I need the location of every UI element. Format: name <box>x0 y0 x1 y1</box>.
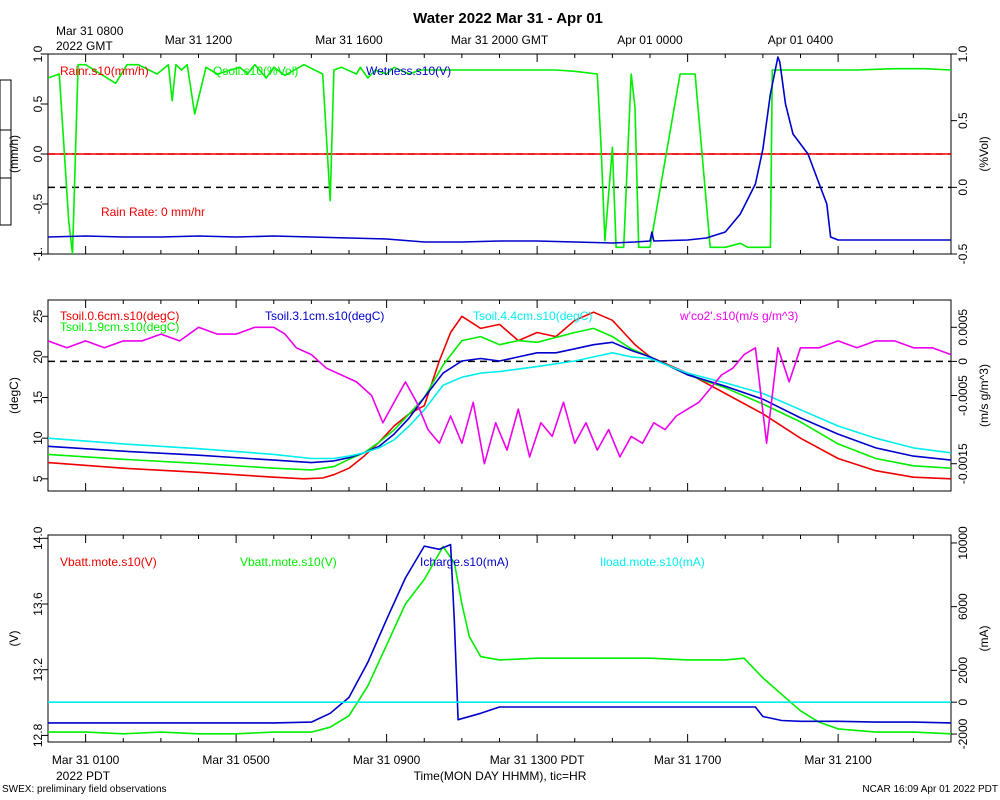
legend-item: Vbatt.mote.s10(V) <box>60 555 157 569</box>
y-right-tick-label: 0 <box>956 358 970 365</box>
bottom-axis-origin-line2: 2022 PDT <box>56 769 111 783</box>
x-axis-label: Time(MON DAY HHMM), tic=HR <box>414 769 587 783</box>
legend-item: Vbatt.mote.s10(V) <box>240 555 337 569</box>
series-line <box>48 63 951 254</box>
y-right-tick-label: -0.0015 <box>956 443 970 484</box>
y-right-tick-label: 0.0005 <box>956 309 970 346</box>
series-line <box>48 56 951 244</box>
series-line <box>48 311 951 480</box>
bottom-axis-tick-label: Mar 31 2100 <box>804 753 872 767</box>
y-right-tick-label: 2000 <box>956 657 970 684</box>
y-left-tick-label: 14.0 <box>31 526 45 550</box>
panel-power: 14.0 13.6 13.2 12.8 10000 6000 2000 0 -2000 (V) (m… <box>7 526 991 749</box>
rain-rate-annotation: Rain Rate: 0 mm/hr <box>101 205 205 219</box>
legend-item: Tsoil.3.1cm.s10(degC) <box>265 309 384 323</box>
y-left-tick-label: 0.0 <box>31 145 45 162</box>
legend-item: Wetness.s10(V) <box>366 64 451 78</box>
y-right-label: (m/s g/m^3) <box>977 364 991 427</box>
y-right-tick-label: 0.5 <box>956 112 970 129</box>
y-left-tick-label: 10 <box>31 431 45 445</box>
bottom-axis-tick-label: Mar 31 0900 <box>353 753 421 767</box>
series-line <box>48 341 951 464</box>
top-axis-origin-line2: 2022 GMT <box>56 39 113 53</box>
y-right-tick-label: 0 <box>956 699 970 706</box>
y-left-tick-label: 0.5 <box>31 95 45 112</box>
y-left-tick-label: -1. <box>31 247 45 261</box>
top-axis-tick-label: Mar 31 1200 <box>165 33 233 47</box>
chart-title: Water 2022 Mar 31 - Apr 01 <box>413 10 603 27</box>
top-axis-tick-label: Mar 31 1600 <box>315 33 383 47</box>
panel-precip: 1.0 0.5 0.0 -0.5 -1. 1.0 0.5 0.0 -0.5 (mm/h) (%Vol… <box>7 45 991 264</box>
legend-item: Icharge.s10(mA) <box>420 555 509 569</box>
top-axis-tick-label: Mar 31 2000 GMT <box>451 33 549 47</box>
panel-tsoil: 25 20 15 10 5 0.0005 0 -0.0005 -0.0015 (degC) (m/s… <box>7 299 991 492</box>
series-line <box>48 351 951 460</box>
series-group <box>48 56 951 254</box>
bottom-axis-tick-label: Mar 31 1300 PDT <box>490 753 585 767</box>
side-box <box>0 79 12 226</box>
bottom-axis-ticks: Mar 31 0100 Mar 31 0500 Mar 31 0900 Mar 31 … <box>52 753 872 767</box>
legend-item: Tsoil.4.4cm.s10(degC) <box>473 309 592 323</box>
top-axis-ticks: Mar 31 1200 Mar 31 1600 Mar 31 2000 GMT Apr… <box>165 33 834 47</box>
y-left-tick-label: 12.8 <box>31 723 45 747</box>
y-right-label: (mA) <box>977 626 991 652</box>
y-right-tick-label: -0.0005 <box>956 375 970 416</box>
y-left-tick-label: 25 <box>31 309 45 323</box>
footer-left: SWEX: preliminary field observations <box>2 784 167 795</box>
legend-item: Iload.mote.s10(mA) <box>600 555 705 569</box>
y-right-tick-label: 6000 <box>956 593 970 620</box>
y-right-tick-label: -2000 <box>956 718 970 749</box>
y-left-tick-label: 15 <box>31 391 45 405</box>
y-left-tick-label: 13.6 <box>31 592 45 616</box>
y-left-label: (mm/h) <box>7 135 21 173</box>
series-line <box>48 327 951 471</box>
legend-item: Tsoil.1.9cm.s10(degC) <box>60 320 179 334</box>
bottom-axis-tick-label: Mar 31 0100 <box>52 753 120 767</box>
y-left-tick-label: 13.2 <box>31 658 45 682</box>
legend-item: Tsoil.0.6cm.s10(degC) <box>60 309 179 323</box>
y-left-label: (V) <box>7 631 21 647</box>
legend-item: w'co2'.s10(m/s g/m^3) <box>679 309 798 323</box>
series-group <box>48 311 951 480</box>
series-line <box>48 545 951 735</box>
y-right-tick-label: -0.5 <box>956 243 970 264</box>
y-right-tick-label: 10000 <box>956 526 970 560</box>
series-line <box>48 543 951 724</box>
y-left-tick-label: 1.0 <box>31 45 45 62</box>
y-right-label: (%Vol) <box>977 136 991 171</box>
y-left-tick-label: 20 <box>31 350 45 364</box>
legend-item: Rainr.s10(mm/h) <box>60 64 149 78</box>
top-axis-tick-label: Apr 01 0000 <box>617 33 683 47</box>
y-right-tick-label: 0.0 <box>956 179 970 196</box>
series-line <box>48 326 951 465</box>
top-axis-origin-line1: Mar 31 0800 <box>56 24 124 38</box>
footer-right: NCAR 16:09 Apr 01 2022 PDT <box>862 784 998 795</box>
y-left-label: (degC) <box>7 377 21 414</box>
top-axis-tick-label: Apr 01 0400 <box>768 33 834 47</box>
y-right-tick-label: 1.0 <box>956 45 970 62</box>
bottom-axis-tick-label: Mar 31 1700 <box>654 753 722 767</box>
legend-item: Qsoil.s10(%Vol) <box>213 64 298 78</box>
y-left-tick-label: 5 <box>31 475 45 482</box>
y-left-tick-label: -0.5 <box>31 193 45 214</box>
bottom-axis-tick-label: Mar 31 0500 <box>202 753 270 767</box>
series-group <box>48 543 951 735</box>
